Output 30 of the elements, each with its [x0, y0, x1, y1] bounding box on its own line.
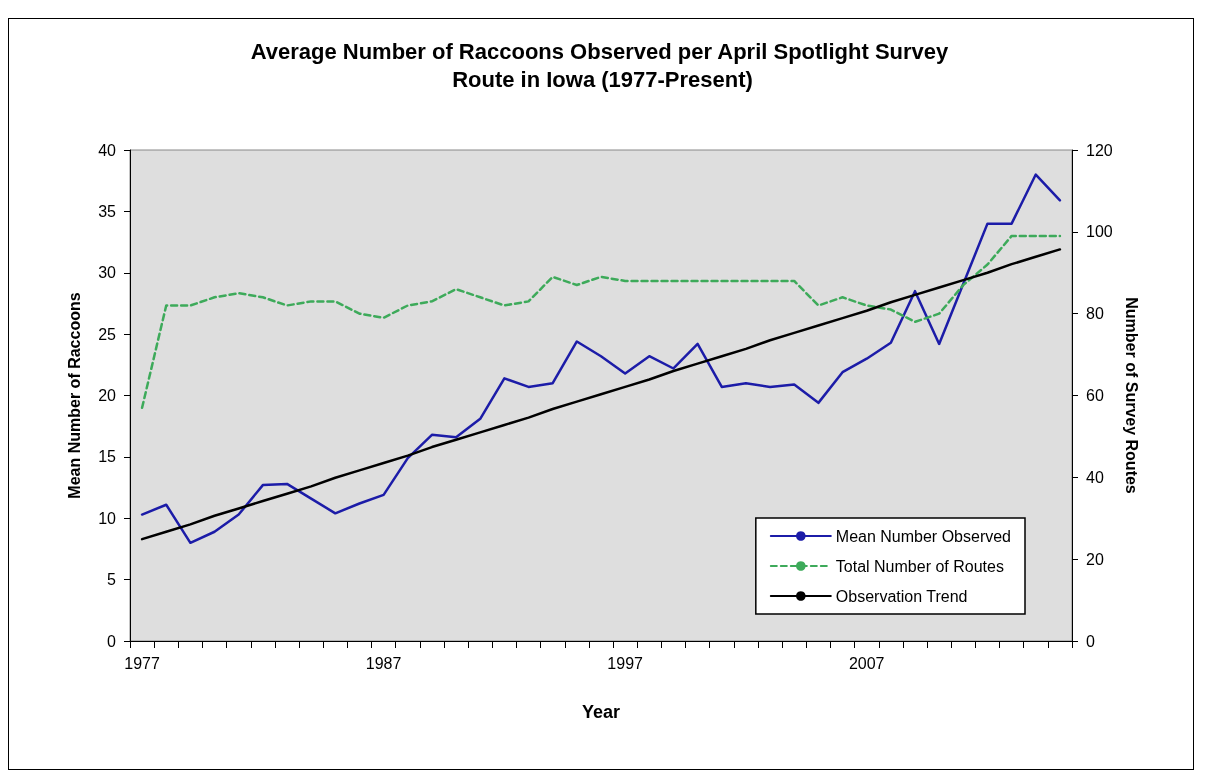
legend-label: Total Number of Routes: [835, 557, 1004, 575]
y-tick-label: 20: [98, 387, 117, 404]
y-tick-label: 5: [107, 571, 117, 589]
x-tick-label: 1987: [365, 654, 402, 672]
x-tick-label: 1997: [607, 654, 644, 672]
y-axis-title: Mean Number of Raccoons: [65, 292, 83, 499]
y2-tick-label: 60: [1086, 387, 1104, 404]
y-tick-label: 30: [98, 264, 117, 282]
y-tick-label: 35: [98, 202, 117, 220]
y2-tick-label: 0: [1086, 632, 1095, 650]
x-tick-label: 2007: [848, 654, 885, 672]
chart-title: Average Number of Raccoons Observed per April Spotlight Survey Route in Iowa (1977-Present): [250, 38, 955, 92]
legend-label: Observation Trend: [835, 587, 968, 605]
y-tick-label: 40: [98, 141, 117, 159]
legend-label: Mean Number Observed: [835, 527, 1011, 545]
line-series: [140, 173, 1062, 545]
x-axis-title: Year: [581, 702, 621, 722]
y2-tick-label: 20: [1086, 550, 1104, 568]
y2-axis-title: Number of Survey Routes: [1123, 297, 1141, 494]
x-tick-label: 1977: [124, 654, 160, 672]
y2-tick-label: 120: [1086, 141, 1113, 159]
line-series: [140, 248, 1062, 541]
y2-tick-label: 100: [1086, 223, 1113, 241]
y-tick-label: 10: [98, 509, 117, 527]
y-tick-label: 25: [98, 325, 117, 343]
y2-tick-label: 40: [1086, 468, 1104, 486]
line-series: [140, 234, 1062, 410]
y2-tick-label: 80: [1086, 305, 1104, 323]
y-tick-label: 15: [98, 448, 117, 466]
y-tick-label: 0: [107, 632, 117, 650]
